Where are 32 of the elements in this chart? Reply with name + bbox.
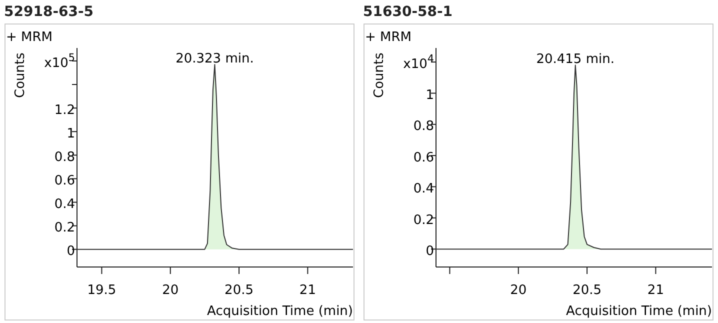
y-tick-label: 0.6 [54, 174, 75, 189]
x-tick-label: 20 [162, 282, 179, 298]
chart-title: 51630-58-1 [363, 4, 453, 20]
y-tick-label: 0.4 [413, 182, 434, 197]
y-tick-label: 1 [66, 126, 75, 142]
y-tick-label: 0.4 [54, 197, 75, 212]
chart-subtitle: + MRM [6, 30, 52, 45]
annotation: 20.415 min. [536, 52, 615, 68]
annotation: 20.323 min. [176, 51, 254, 66]
chart-title: 52918-63-5 [4, 4, 94, 20]
y-axis-title: Counts [372, 52, 387, 98]
y-tick-label: 0 [66, 244, 75, 260]
y-tick-label: 0.6 [413, 150, 434, 166]
y-tick-label: 0.8 [413, 119, 434, 134]
x-tick-label: 21 [647, 282, 664, 298]
y-tick-label: x10$^{4}$ [403, 52, 434, 72]
x-tick-label: 20.5 [224, 282, 254, 298]
y-tick-label: 1 [426, 88, 434, 104]
y-tick-label: 0 [426, 244, 434, 259]
y-tick-label: 0.8 [54, 150, 75, 165]
x-axis-title: Acquisition Time (min) [207, 304, 353, 319]
x-tick-label: 20.5 [572, 282, 602, 298]
y-tick-label: 0.2 [413, 212, 434, 228]
x-tick-label: 21 [299, 282, 316, 298]
y-tick-label: 1.2 [54, 102, 75, 118]
x-axis-title: Acquisition Time (min) [566, 304, 712, 319]
chart-subtitle: + MRM [365, 30, 412, 45]
y-tick-label: x10$^{5}$ [44, 52, 75, 71]
x-tick-label: 20 [510, 282, 527, 298]
y-axis-title: Counts [13, 52, 28, 98]
y-tick-label: 0.2 [54, 220, 75, 236]
x-tick-label: 19.5 [87, 282, 116, 298]
